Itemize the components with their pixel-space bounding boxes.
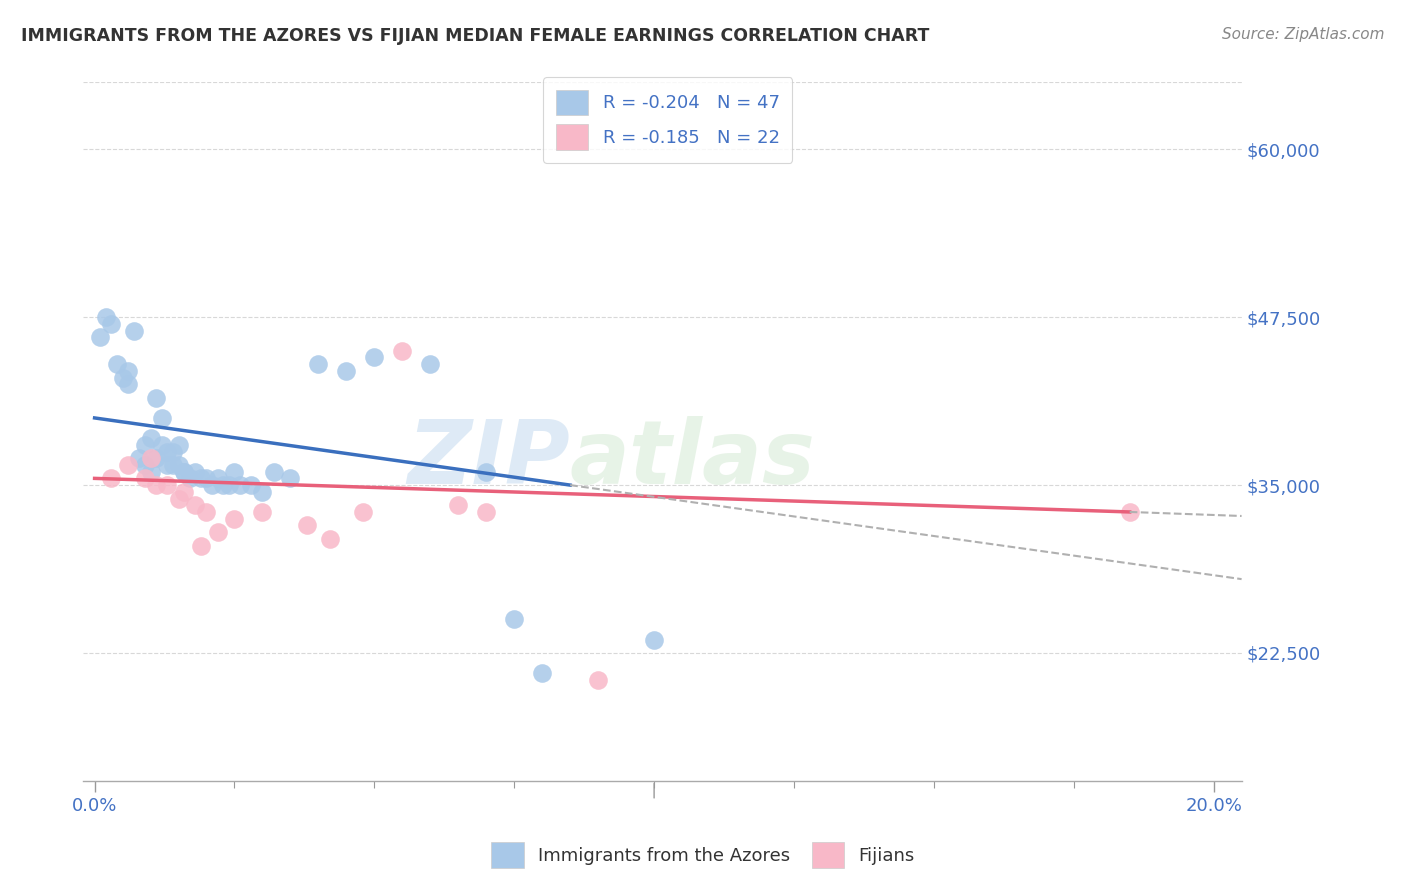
Point: [475, 505, 498, 519]
Point: [139, 451, 162, 466]
Point: [139, 465, 162, 479]
Point: [117, 458, 139, 472]
Point: [190, 471, 212, 485]
Point: [252, 484, 274, 499]
Point: [134, 438, 156, 452]
Point: [212, 478, 235, 492]
Point: [89, 330, 111, 344]
Point: [391, 343, 413, 358]
Point: [100, 471, 122, 485]
Point: [156, 478, 179, 492]
Point: [156, 444, 179, 458]
Point: [240, 478, 263, 492]
Point: [447, 498, 470, 512]
Point: [1118, 505, 1140, 519]
Text: atlas: atlas: [569, 416, 815, 503]
Point: [252, 505, 274, 519]
Point: [263, 465, 285, 479]
Point: [173, 484, 195, 499]
Point: [162, 458, 184, 472]
Point: [503, 612, 526, 626]
Point: [167, 438, 190, 452]
Point: [195, 471, 218, 485]
Point: [156, 458, 179, 472]
Point: [122, 324, 145, 338]
Point: [307, 357, 329, 371]
Point: [117, 377, 139, 392]
Point: [100, 317, 122, 331]
Point: [167, 491, 190, 506]
Point: [105, 357, 128, 371]
Point: [475, 465, 498, 479]
Point: [128, 451, 150, 466]
Point: [224, 511, 246, 525]
Point: [295, 518, 318, 533]
Point: [150, 438, 173, 452]
Point: [184, 465, 207, 479]
Point: [184, 498, 207, 512]
Point: [207, 471, 229, 485]
Point: [150, 411, 173, 425]
Point: [139, 431, 162, 445]
Point: [363, 351, 385, 365]
Point: [173, 465, 195, 479]
Point: [167, 458, 190, 472]
Point: [419, 357, 441, 371]
Point: [531, 666, 554, 681]
Point: [162, 444, 184, 458]
Point: [318, 532, 340, 546]
Point: [218, 478, 240, 492]
Text: Source: ZipAtlas.com: Source: ZipAtlas.com: [1222, 27, 1385, 42]
Point: [224, 465, 246, 479]
Point: [207, 525, 229, 540]
Point: [229, 478, 252, 492]
Point: [643, 632, 665, 647]
Point: [145, 478, 167, 492]
Point: [94, 310, 117, 325]
Legend: Immigrants from the Azores, Fijians: Immigrants from the Azores, Fijians: [481, 831, 925, 879]
Point: [195, 505, 218, 519]
Point: [117, 364, 139, 378]
Point: [190, 539, 212, 553]
Point: [134, 458, 156, 472]
Point: [280, 471, 302, 485]
Text: ZIP: ZIP: [408, 416, 569, 503]
Point: [134, 471, 156, 485]
Point: [145, 391, 167, 405]
Point: [586, 673, 609, 687]
Point: [145, 451, 167, 466]
Point: [173, 465, 195, 479]
Text: IMMIGRANTS FROM THE AZORES VS FIJIAN MEDIAN FEMALE EARNINGS CORRELATION CHART: IMMIGRANTS FROM THE AZORES VS FIJIAN MED…: [21, 27, 929, 45]
Point: [179, 471, 201, 485]
Point: [201, 478, 224, 492]
Point: [335, 364, 357, 378]
Point: [352, 505, 374, 519]
Legend: R = -0.204   N = 47, R = -0.185   N = 22: R = -0.204 N = 47, R = -0.185 N = 22: [543, 78, 793, 162]
Point: [111, 370, 134, 384]
